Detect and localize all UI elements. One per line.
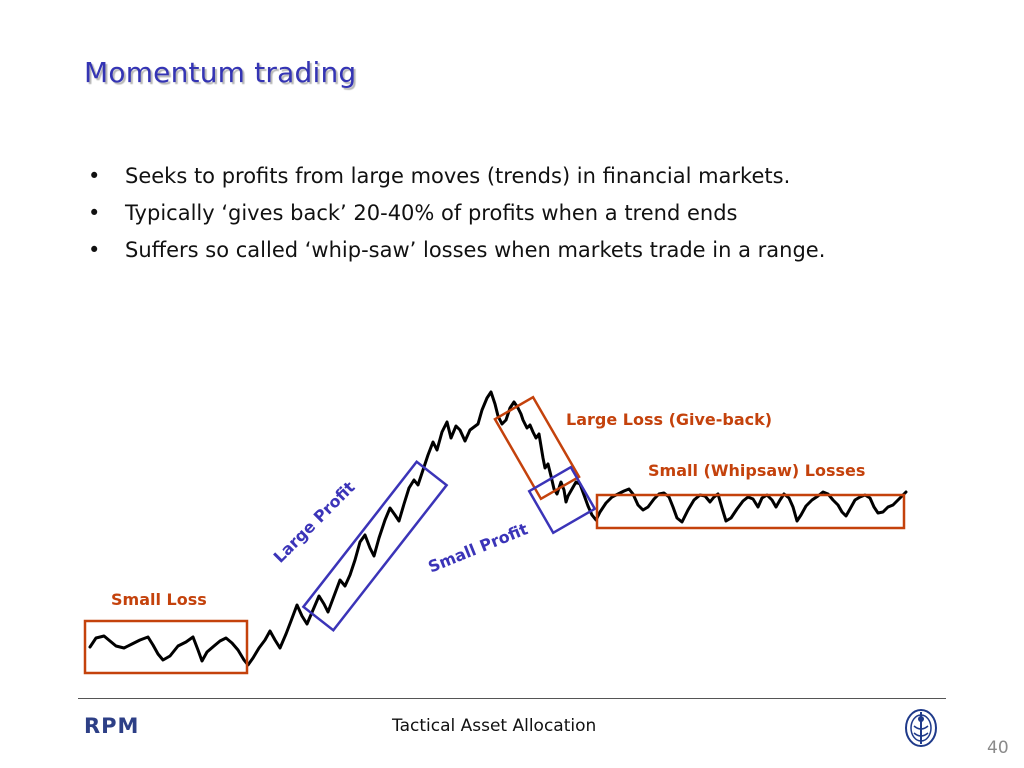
slide-title: Momentum trading (84, 56, 357, 89)
whipsaw-label: Small (Whipsaw) Losses (648, 461, 865, 480)
crest-icon (905, 709, 937, 747)
page-number: 40 (987, 738, 1009, 758)
bullet-text: Seeks to profits from large moves (trend… (125, 164, 791, 188)
large-profit-box (301, 460, 449, 632)
small-loss-box (83, 619, 249, 675)
footer-brand-logo: RPM (84, 714, 140, 738)
price-line (88, 390, 908, 667)
bullet-glyph: • (88, 164, 101, 188)
large-loss-box (493, 395, 581, 501)
small-loss-label: Small Loss (111, 590, 207, 609)
bullet-item: • Typically ‘gives back’ 20-40% of profi… (88, 198, 918, 229)
small-profit-box (527, 465, 597, 535)
footer-title: Tactical Asset Allocation (392, 716, 597, 736)
bullet-glyph: • (88, 238, 101, 262)
footer-divider (78, 698, 946, 699)
bullet-text: Typically ‘gives back’ 20-40% of profits… (125, 201, 738, 225)
bullet-item: • Suffers so called ‘whip-saw’ losses wh… (88, 235, 918, 266)
bullet-text: Suffers so called ‘whip-saw’ losses when… (125, 238, 826, 262)
bullet-item: • Seeks to profits from large moves (tre… (88, 161, 918, 192)
bullet-list: • Seeks to profits from large moves (tre… (88, 161, 918, 272)
whipsaw-box (595, 493, 906, 530)
bullet-glyph: • (88, 201, 101, 225)
large-loss-label: Large Loss (Give-back) (566, 410, 772, 429)
small-profit-label: Small Profit (425, 519, 530, 576)
